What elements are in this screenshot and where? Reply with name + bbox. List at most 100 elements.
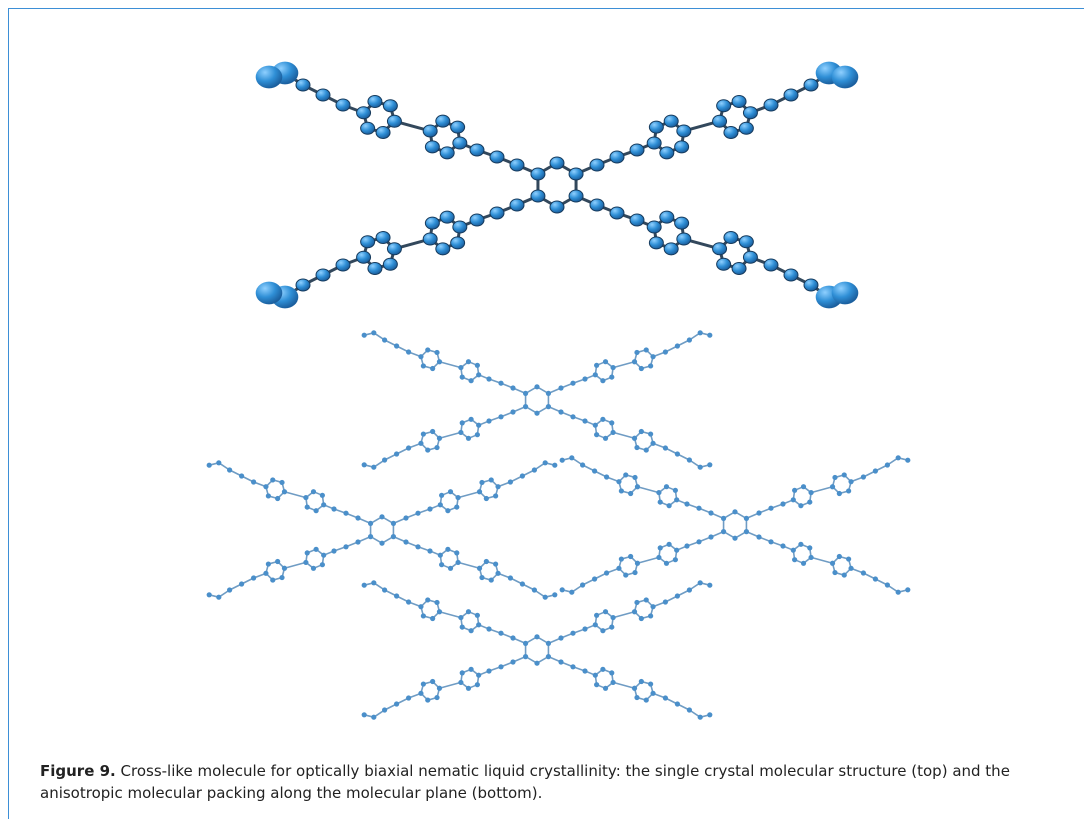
atom (493, 493, 499, 499)
atom (498, 414, 504, 420)
molecule (206, 460, 558, 600)
atom (498, 630, 504, 636)
atom (618, 488, 624, 494)
atom (315, 88, 331, 102)
atom (275, 558, 281, 565)
atom (239, 581, 245, 587)
atom (712, 242, 728, 256)
atom (708, 534, 714, 540)
atom (406, 695, 412, 701)
atom (610, 364, 616, 371)
atom (836, 553, 842, 560)
atom (568, 189, 584, 203)
bond (612, 681, 635, 690)
atom (251, 575, 257, 581)
atom (570, 630, 576, 636)
atom (895, 589, 901, 595)
atom (570, 664, 576, 670)
atom (848, 479, 854, 485)
atom (697, 330, 703, 336)
atom (476, 672, 482, 678)
atom (476, 422, 482, 428)
atom (483, 558, 489, 565)
atom (437, 502, 443, 508)
atom (498, 380, 504, 386)
atom (696, 505, 702, 511)
atom (507, 575, 513, 581)
atom (319, 492, 325, 498)
atom (295, 278, 311, 292)
atom (434, 694, 440, 701)
atom (360, 121, 376, 135)
atom (498, 664, 504, 670)
atom (519, 581, 526, 587)
atom (792, 557, 798, 563)
atom (382, 337, 388, 343)
atom (270, 477, 276, 483)
atom (592, 672, 598, 678)
atom (474, 432, 480, 438)
atom (534, 384, 540, 390)
atom (459, 624, 465, 630)
atom (406, 599, 412, 605)
atom (545, 640, 552, 647)
atom (634, 599, 640, 606)
figure-label: Figure 9. (40, 762, 116, 780)
atom (634, 349, 640, 356)
atom (808, 554, 814, 561)
atom (716, 257, 732, 271)
atom (616, 565, 622, 571)
atom (798, 541, 804, 547)
atom (465, 435, 472, 441)
atom (629, 143, 645, 157)
atom (321, 552, 327, 558)
atom (437, 552, 443, 558)
atom (697, 714, 703, 720)
atom (570, 414, 576, 420)
atom (476, 489, 483, 495)
atom (634, 444, 640, 451)
atom (509, 198, 525, 212)
atom (313, 508, 319, 514)
atom (676, 124, 692, 138)
atom (609, 206, 625, 220)
atom (447, 565, 454, 571)
atom (279, 479, 285, 486)
atom (657, 499, 663, 505)
atom (465, 609, 472, 615)
atom (697, 580, 703, 586)
atom (436, 435, 443, 441)
atom (469, 213, 485, 227)
atom (468, 378, 474, 384)
atoms (255, 61, 859, 309)
atom (674, 497, 680, 503)
atom (424, 216, 440, 230)
atom (206, 462, 212, 468)
atom (656, 489, 662, 496)
atom (415, 544, 421, 550)
atom (648, 613, 654, 619)
atom (780, 543, 786, 549)
atom (489, 150, 505, 164)
atom (803, 278, 819, 292)
atom (807, 499, 813, 505)
atom (356, 250, 372, 264)
atom (618, 556, 624, 562)
atom (648, 120, 664, 134)
atom (489, 206, 505, 220)
atom (452, 136, 468, 150)
atom (390, 534, 397, 540)
atom (643, 347, 649, 353)
atom (643, 447, 649, 453)
atom (367, 95, 383, 109)
atom (465, 685, 472, 691)
atom (493, 561, 499, 567)
atom (731, 261, 747, 275)
atom (643, 597, 649, 603)
atom (534, 410, 540, 416)
atom (310, 565, 317, 571)
bond (439, 431, 462, 440)
atom (265, 561, 271, 567)
atom (367, 261, 383, 275)
atom (510, 409, 516, 415)
